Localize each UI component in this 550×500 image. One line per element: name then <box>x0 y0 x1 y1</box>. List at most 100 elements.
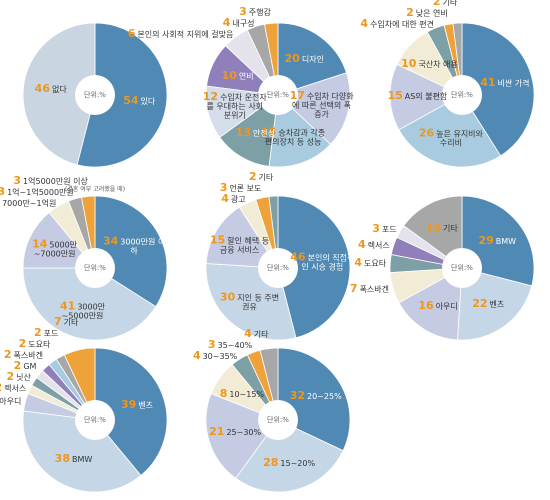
slice-label: 46 본인의 직접적인 시승 경험 <box>290 250 354 272</box>
pie-slice <box>22 211 96 269</box>
donut-hole <box>258 75 298 115</box>
slice-label: 4 수입차에 대한 편견 <box>360 17 435 31</box>
unit-label: 단위:% <box>451 263 473 272</box>
unit-label: 단위:% <box>84 90 106 99</box>
category-label: 비싼 가격 <box>497 78 530 88</box>
category-label: 포드 <box>381 225 397 235</box>
slice-label: 15 할인 혜택 등 금융 서비스 <box>208 235 272 255</box>
slice-label: 4 광고 <box>221 193 246 205</box>
slice-label: 2 GM <box>13 358 37 372</box>
pie-slice <box>22 410 142 493</box>
value-label: 14 <box>32 237 48 251</box>
category-label: 언론 보도 <box>229 184 262 194</box>
value-label: 41 <box>480 75 496 89</box>
value-label: 3 <box>13 173 22 187</box>
slice-label: 32 20~25% <box>284 389 348 403</box>
value-label: 3 <box>0 184 6 198</box>
slice-label: 54 있다 <box>107 95 171 106</box>
unit-label: 단위:% <box>84 415 106 424</box>
category-label: 광고 <box>230 195 246 205</box>
pie-slice <box>277 195 351 339</box>
value-label: 7 <box>54 314 62 328</box>
slice-label: 2 도요타 <box>18 336 51 350</box>
category-label: 도요타 <box>364 259 387 269</box>
category-label: 낮은 연비 <box>415 9 448 19</box>
value-label: 2 <box>13 358 22 372</box>
pie-slice <box>277 22 347 96</box>
value-label: 15 <box>425 221 441 235</box>
slice-label: 16 아우디 <box>406 300 470 311</box>
donut-hole <box>75 75 115 115</box>
unit-label: 단위:% <box>451 90 473 99</box>
category-label: 수입차에 대한 편견 <box>370 20 435 30</box>
value-label: 28 <box>263 456 279 470</box>
category-label: 3000만~5000만원 <box>61 302 106 321</box>
value-label: 7 <box>349 282 358 296</box>
category-label: 있다 <box>140 96 156 106</box>
value-label: 10 <box>401 57 417 71</box>
slice-label: 10 연비 <box>206 70 270 81</box>
value-label: 46 <box>290 250 306 264</box>
donut-hole <box>442 75 482 115</box>
category-label: 1억~1억5000만원 <box>7 187 74 197</box>
category-label: 기타 <box>258 173 274 183</box>
donut-hole <box>258 248 298 288</box>
pie-slice <box>94 347 168 477</box>
category-label: 렉서스 <box>367 240 390 250</box>
category-label: 아우디 <box>435 301 458 311</box>
category-label: 25~30% <box>226 428 262 438</box>
pie-slice <box>389 63 463 131</box>
value-label: 38 <box>54 452 70 466</box>
value-label: 4 <box>360 17 369 31</box>
slice-label: 29 BMW <box>465 235 529 246</box>
value-label: 2 <box>18 336 27 350</box>
category-label: 폭스바겐 <box>359 285 390 295</box>
slice-label: 4아우디 <box>0 396 21 406</box>
slice-label: 7 기타 <box>54 314 78 328</box>
category-label: 도요타 <box>28 339 51 349</box>
category-label: 10~15% <box>229 389 265 399</box>
category-label: 1억5000만원 이상 <box>23 176 88 186</box>
value-label: 32 <box>289 389 305 403</box>
category-label: 디자인 <box>301 54 324 64</box>
slice-label: 26 높은 유지비와 수리비 <box>419 128 483 148</box>
slice-label: 3 주행감 <box>239 6 271 17</box>
value-label: 4 <box>222 15 231 29</box>
value-label: 3 <box>207 337 216 351</box>
value-label: 2 <box>6 369 15 383</box>
category-label: 30~35% <box>202 351 238 361</box>
value-label: 4 <box>357 237 366 251</box>
slice-label: 15 AS의 불편함 <box>385 89 449 103</box>
slice-label: 7 폭스바겐 <box>349 282 390 296</box>
category-label: 수입차 운전자를 우대하는 사회 분위기 <box>206 93 267 121</box>
category-label: BMW <box>495 236 517 246</box>
unit-label: 단위:% <box>84 263 106 272</box>
category-label: 15~20% <box>280 459 316 469</box>
slice-label: 57000만~1억원 <box>0 197 57 208</box>
category-label: 기타 <box>443 224 458 234</box>
value-label: 20 <box>284 51 300 65</box>
slice-label: 6 본인의 사회적 지위에 걸맞음 <box>128 28 234 39</box>
slice-label: 4 도요타 <box>354 256 387 270</box>
slice-label: 39 벤츠 <box>105 399 169 410</box>
slice-label: 3 1억~1억5000만원 <box>0 184 74 198</box>
category-label: 지인 등 주변 권유 <box>237 293 280 312</box>
value-label: 15 <box>387 89 403 103</box>
category-label: 안전성 <box>252 129 275 139</box>
value-label: 2 <box>33 325 42 339</box>
slice-label: 13 안전성 <box>223 127 287 139</box>
category-label: 높은 유지비와 수리비 <box>436 129 483 148</box>
value-label: 22 <box>472 297 488 311</box>
category-label: BMW <box>71 455 93 465</box>
category-label: 수입차 다양화에 따른 선택의 폭 증가 <box>291 91 354 119</box>
category-label: 폭스바겐 <box>13 350 43 360</box>
slice-label: 2 폭스바겐 <box>4 349 43 360</box>
slice-label: 28 15~20% <box>257 456 321 470</box>
unit-label: 단위:% <box>267 90 289 99</box>
category-label: 포드 <box>43 328 59 338</box>
value-label: 4 <box>354 256 363 270</box>
value-label: 17 <box>289 88 305 102</box>
category-label: 7000만~1억원 <box>2 198 57 208</box>
category-label: 벤츠 <box>489 300 505 310</box>
